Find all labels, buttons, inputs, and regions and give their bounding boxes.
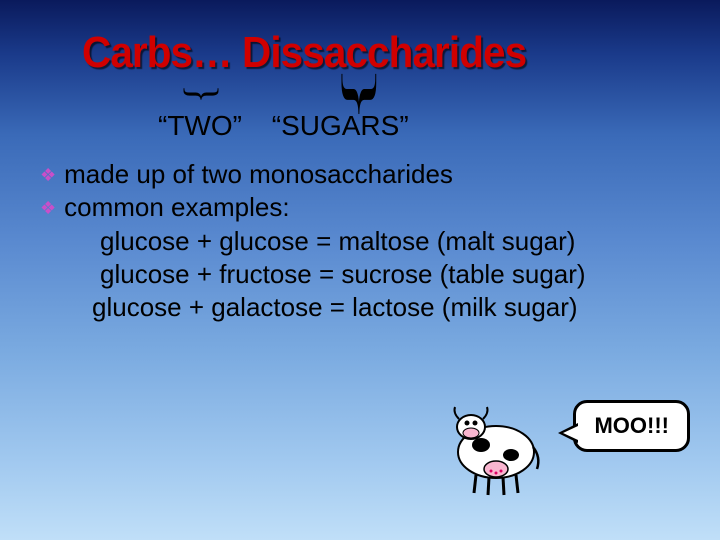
bullet-text: common examples: xyxy=(64,191,289,224)
speech-bubble: MOO!!! xyxy=(573,400,690,452)
example-line: glucose + glucose = maltose (malt sugar) xyxy=(100,225,586,258)
body-content: ❖ made up of two monosaccharides ❖ commo… xyxy=(40,158,586,324)
cow-callout: MOO!!! xyxy=(441,397,690,502)
moo-text: MOO!!! xyxy=(594,413,669,438)
bullet-item: ❖ common examples: xyxy=(40,191,586,224)
example-line: glucose + fructose = sucrose (table suga… xyxy=(100,258,586,291)
bullet-text: made up of two monosaccharides xyxy=(64,158,453,191)
brace-icon: } xyxy=(178,85,226,103)
subtitle-sugars: “SUGARS” xyxy=(272,110,409,141)
diamond-bullet-icon: ❖ xyxy=(40,197,56,220)
bullet-item: ❖ made up of two monosaccharides xyxy=(40,158,586,191)
example-line: glucose + galactose = lactose (milk suga… xyxy=(92,291,586,324)
subtitle-row: “TWO” “SUGARS” xyxy=(158,110,409,142)
example-lines: glucose + glucose = maltose (malt sugar)… xyxy=(100,225,586,325)
slide-title: Carbs… Dissaccharides xyxy=(82,28,526,78)
subtitle-two: “TWO” xyxy=(158,110,242,141)
diamond-bullet-icon: ❖ xyxy=(40,164,56,187)
cow-icon xyxy=(441,397,551,502)
